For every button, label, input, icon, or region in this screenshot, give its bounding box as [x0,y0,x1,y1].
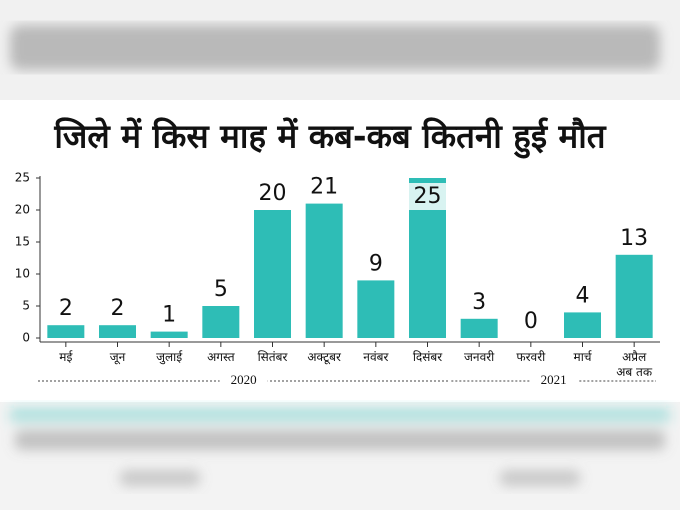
x-tick-label: मार्च [574,350,593,364]
bar [460,318,498,338]
bar [99,325,136,338]
blurred-bottom-text [10,408,670,486]
x-tick-label: अप्रैल अब तक [616,350,653,379]
value-label: 3 [472,290,486,315]
bar [615,254,653,338]
value-label: 0 [524,309,538,334]
y-tick-label: 0 [22,331,30,345]
value-label: 2 [111,296,125,321]
bar [47,325,85,338]
year-label: 2021 [541,372,567,387]
x-tick-label: अक्टूबर [307,350,342,365]
x-tick-label: जनवरी [464,350,495,364]
bar [357,280,395,338]
value-label: 9 [369,251,383,276]
y-tick-label: 10 [15,267,30,281]
year-label: 2020 [231,372,257,387]
bar [150,331,188,338]
value-label: 4 [576,283,590,308]
x-tick-label: नवंबर [363,350,389,364]
value-label: 13 [620,226,648,251]
value-label: 20 [259,181,287,206]
value-label-bg [409,183,446,210]
bar [564,312,601,338]
x-tick-label: दिसंबर [413,350,443,364]
x-tick-label: मई [59,350,73,364]
x-tick-label: सितंबर [258,350,289,364]
blurred-top-text [10,25,660,70]
bar [305,203,343,338]
x-tick-label: अगस्त [207,350,236,364]
value-label: 2 [59,296,73,321]
bar [202,306,240,338]
value-label: 5 [214,277,228,302]
value-label: 1 [162,303,176,328]
chart-title: जिले में किस माह में कब-कब कितनी हुई मौत [53,117,606,160]
bar [254,210,291,338]
value-label: 25 [414,184,442,209]
y-tick-label: 15 [15,235,30,249]
y-tick-label: 25 [15,171,30,185]
x-tick-label: फरवरी [516,350,546,364]
x-tick-label: जून [110,350,126,365]
year-label-bg [529,372,578,390]
y-tick-label: 5 [22,299,30,313]
x-tick-label: जुलाई [156,350,183,365]
year-label-bg [219,372,268,390]
y-tick-label: 20 [15,203,30,217]
value-label: 21 [310,175,338,200]
